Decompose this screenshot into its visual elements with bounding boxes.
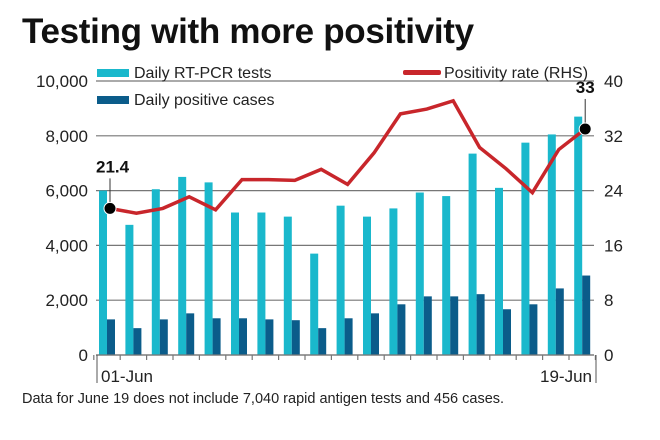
chart-title: Testing with more positivity (22, 12, 474, 51)
annotation-marker (578, 122, 592, 136)
bar-positive-cases (159, 319, 168, 355)
chart: 0 2,000 4,000 6,000 8,000 10,000 0 8 16 24 32 40 0… (36, 65, 623, 386)
left-axis: 0 2,000 4,000 6,000 8,000 10,000 (36, 72, 88, 365)
bar-positive-cases (265, 319, 274, 355)
bar-positive-cases (344, 318, 353, 355)
bar-rt-pcr-tests (415, 192, 424, 355)
legend-swatch-positivity (403, 70, 441, 75)
bar-rt-pcr-tests (178, 176, 187, 355)
legend: Daily RT-PCR tests Daily positive cases … (97, 65, 588, 109)
bar-rt-pcr-tests (99, 190, 107, 355)
x-tick-label-first: 01-Jun (101, 367, 153, 386)
bar-rt-pcr-tests (389, 208, 398, 355)
annotations: 21.4 33 (96, 78, 595, 215)
bar-positive-cases (371, 313, 379, 355)
right-tick-label: 8 (604, 291, 613, 310)
legend-swatch-cases (97, 96, 129, 104)
bar-rt-pcr-tests (574, 116, 583, 356)
left-tick-label: 8,000 (45, 127, 88, 146)
footnote: Data for June 19 does not include 7,040 … (22, 391, 505, 407)
bar-positive-cases (423, 296, 432, 355)
annotation-label: 33 (576, 78, 595, 97)
bar-rt-pcr-tests (442, 196, 451, 355)
bar-positive-cases (529, 304, 538, 355)
right-tick-label: 16 (604, 236, 623, 255)
x-axis: 01-Jun 19-Jun (93, 354, 597, 386)
annotation-label: 21.4 (96, 157, 130, 176)
bar-positive-cases (107, 319, 115, 355)
x-tick-label-last: 19-Jun (540, 367, 592, 386)
right-tick-label: 0 (604, 346, 613, 365)
bar-rt-pcr-tests (468, 153, 477, 355)
right-tick-label: 24 (604, 182, 623, 201)
bar-rt-pcr-tests (151, 189, 160, 355)
positivity-line (109, 98, 587, 215)
bar-positive-cases (318, 328, 327, 355)
bar-positive-cases (476, 294, 485, 355)
bar-rt-pcr-tests (363, 216, 371, 355)
bars (99, 116, 591, 356)
right-tick-label: 40 (604, 72, 623, 91)
legend-swatch-tests (97, 69, 129, 77)
bar-positive-cases (239, 318, 247, 355)
bar-rt-pcr-tests (547, 134, 556, 355)
bar-rt-pcr-tests (257, 212, 266, 355)
legend-label-tests: Daily RT-PCR tests (134, 65, 272, 82)
bar-positive-cases (555, 288, 564, 355)
bar-positive-cases (212, 318, 221, 355)
bar-rt-pcr-tests (336, 205, 345, 355)
bar-rt-pcr-tests (521, 142, 530, 355)
legend-label-positivity: Positivity rate (RHS) (444, 65, 588, 82)
bar-rt-pcr-tests (310, 253, 319, 355)
left-tick-label: 4,000 (45, 236, 88, 255)
bar-rt-pcr-tests (204, 182, 213, 355)
bar-rt-pcr-tests (495, 187, 503, 355)
bar-positive-cases (291, 320, 300, 355)
bar-positive-cases (397, 304, 406, 355)
bar-positive-cases (582, 275, 591, 355)
positivity-rate-line (109, 98, 587, 215)
left-tick-label: 10,000 (36, 72, 88, 91)
right-tick-label: 32 (604, 127, 623, 146)
bar-positive-cases (450, 296, 459, 355)
left-tick-label: 6,000 (45, 182, 88, 201)
bar-positive-cases (503, 309, 511, 355)
bar-positive-cases (186, 313, 195, 355)
bar-rt-pcr-tests (231, 212, 239, 355)
annotation-marker (103, 201, 117, 215)
left-tick-label: 0 (79, 346, 88, 365)
bar-positive-cases (133, 328, 142, 355)
right-axis: 0 8 16 24 32 40 (604, 72, 623, 365)
gridlines (96, 80, 594, 356)
left-tick-label: 2,000 (45, 291, 88, 310)
legend-label-cases: Daily positive cases (134, 92, 275, 109)
bar-rt-pcr-tests (125, 224, 134, 355)
bar-rt-pcr-tests (283, 216, 292, 355)
